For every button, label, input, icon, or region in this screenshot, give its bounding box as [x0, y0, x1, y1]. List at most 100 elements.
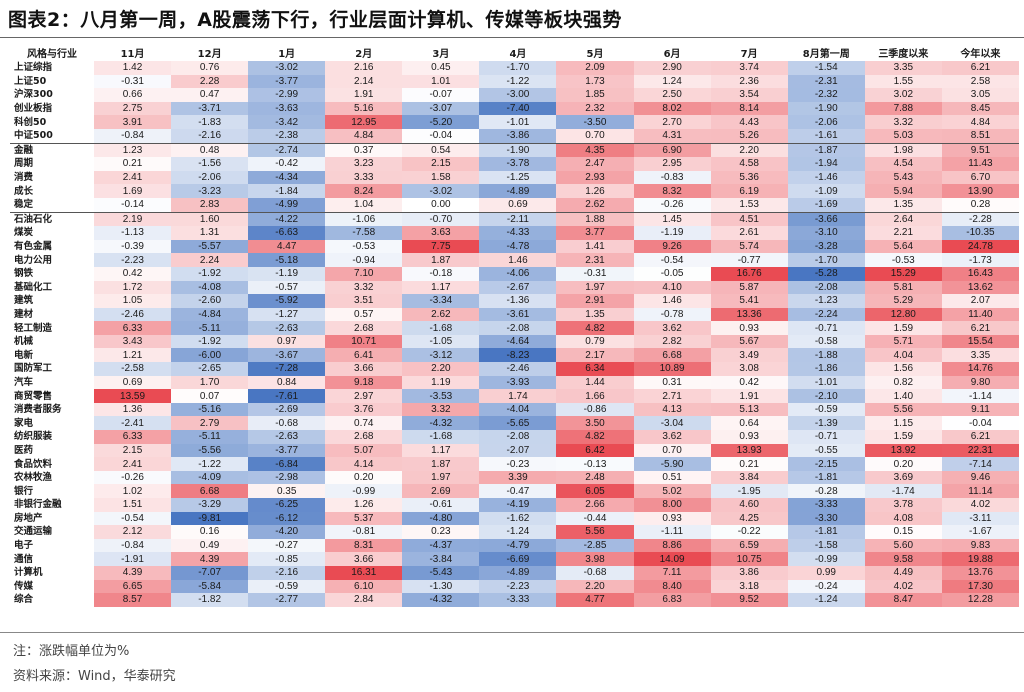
table-cell: 3.74: [710, 61, 788, 75]
table-cell: 2.62: [556, 197, 634, 213]
table-cell: -1.13: [94, 226, 172, 240]
table-cell: 5.71: [864, 334, 942, 349]
table-cell: 6.33: [94, 321, 172, 335]
table-cell: 0.21: [710, 457, 788, 471]
table-cell: 2.93: [556, 170, 634, 185]
table-cell: -3.66: [787, 212, 865, 227]
table-cell: -3.04: [633, 416, 711, 431]
table-cell: 1.88: [556, 212, 634, 227]
table-cell: -2.16: [248, 565, 326, 580]
table-cell: -6.25: [248, 498, 326, 512]
table-cell: -0.44: [556, 511, 634, 526]
table-cell: -4.80: [402, 511, 480, 526]
table-cell: 1.24: [633, 74, 711, 89]
table-row: 上证50 -0.31 2.28 -3.77 2.14 1.01 -1.22 1.73 1.24 2…: [10, 74, 1019, 89]
table-cell: 1.46: [479, 253, 557, 267]
column-header: 6月: [663, 48, 681, 60]
table-cell: -0.13: [556, 457, 634, 471]
table-cell: -0.71: [787, 321, 865, 335]
row-label: 交通运输: [10, 525, 94, 539]
table-cell: 4.51: [710, 212, 788, 227]
table-cell: 3.43: [94, 334, 172, 349]
table-cell: -0.55: [787, 443, 865, 458]
table-cell: 6.65: [94, 579, 172, 594]
table-row: 中证500 -0.84 -2.16 -2.38 4.84 -0.04 -3.86 0.70 4.…: [10, 128, 1019, 144]
table-cell: -3.63: [248, 101, 326, 116]
table-cell: 3.69: [864, 470, 942, 485]
table-cell: -3.93: [479, 375, 557, 390]
table-cell: 1.17: [402, 280, 480, 295]
table-cell: -0.99: [325, 484, 403, 498]
table-cell: 3.76: [325, 402, 403, 417]
table-cell: 1.45: [633, 212, 711, 227]
table-cell: 2.83: [171, 197, 249, 213]
table-cell: -9.81: [171, 511, 249, 526]
table-cell: 1.41: [556, 239, 634, 254]
table-cell: -1.68: [402, 321, 480, 335]
table-cell: -2.08: [787, 280, 865, 295]
table-row: 消费 2.41 -2.06 -4.34 3.33 1.58 -1.25 2.93 -0.83 5.…: [10, 170, 1019, 185]
table-cell: 1.40: [864, 389, 942, 403]
table-cell: 4.08: [864, 511, 942, 526]
table-row: 基础化工 1.72 -4.08 -0.57 3.32 1.17 -2.67 1.97 4.10 5…: [10, 280, 1019, 295]
table-row: 周期 0.21 -1.56 -0.42 3.23 2.15 -3.78 2.47 2.95 4.5…: [10, 157, 1019, 171]
table-cell: -4.34: [248, 170, 326, 185]
table-cell: 0.54: [402, 143, 480, 158]
table-cell: -1.54: [787, 61, 865, 75]
table-row: 计算机 4.39 -7.07 -2.16 16.31 -5.43 -4.89 -0.68 7.1…: [10, 565, 1019, 580]
table-cell: 1.01: [402, 74, 480, 89]
table-cell: 5.60: [864, 538, 942, 553]
table-row: 家电 -2.41 2.79 -0.68 0.74 -4.32 -5.65 3.50 -3.04 0…: [10, 416, 1019, 431]
table-cell: -2.10: [787, 389, 865, 403]
table-cell: -3.10: [787, 226, 865, 240]
table-cell: -4.32: [402, 416, 480, 431]
table-cell: 0.57: [325, 307, 403, 322]
table-cell: -7.40: [479, 101, 557, 116]
table-cell: 4.13: [633, 402, 711, 417]
table-cell: -4.89: [479, 184, 557, 198]
table-cell: -0.07: [402, 88, 480, 102]
table-cell: -6.00: [171, 348, 249, 363]
row-label: 电力公用: [10, 253, 94, 267]
table-row: 煤炭 -1.13 1.31 -6.63 -7.58 3.63 -4.33 3.77 -1.19 2…: [10, 226, 1019, 240]
table-cell: -4.37: [402, 538, 480, 553]
table-cell: 2.20: [710, 143, 788, 158]
table-cell: 2.90: [633, 61, 711, 75]
row-label: 机械: [10, 334, 94, 349]
table-cell: 1.74: [479, 389, 557, 403]
table-row: 综合 8.57 -1.82 -2.77 2.84 -4.32 -3.33 4.77 6.83 9.…: [10, 593, 1019, 607]
table-cell: 8.47: [864, 593, 942, 607]
table-row: 国防军工 -2.58 -2.65 -7.28 3.66 2.20 -2.46 6.34 10.8…: [10, 362, 1019, 376]
table-cell: 3.33: [325, 170, 403, 185]
table-cell: -2.60: [171, 294, 249, 308]
table-cell: 0.51: [633, 470, 711, 485]
table-cell: 4.31: [633, 128, 711, 144]
row-label: 周期: [10, 157, 94, 171]
table-cell: 1.31: [171, 226, 249, 240]
table-cell: 9.51: [941, 143, 1019, 158]
table-cell: 5.26: [710, 128, 788, 144]
table-cell: 10.71: [325, 334, 403, 349]
table-cell: -1.22: [171, 457, 249, 471]
table-cell: -2.69: [248, 402, 326, 417]
table-cell: 0.15: [864, 525, 942, 539]
table-cell: -2.46: [479, 362, 557, 376]
table-cell: 0.48: [171, 143, 249, 158]
table-cell: 4.02: [941, 498, 1019, 512]
row-label: 电新: [10, 348, 94, 363]
table-cell: 5.36: [710, 170, 788, 185]
table-cell: 2.41: [94, 170, 172, 185]
table-cell: -0.59: [248, 579, 326, 594]
table-cell: 10.75: [710, 552, 788, 566]
table-cell: -0.61: [402, 498, 480, 512]
row-label: 综合: [10, 593, 94, 607]
row-label: 农林牧渔: [10, 470, 94, 485]
table-cell: -6.69: [479, 552, 557, 566]
row-label: 金融: [10, 143, 94, 158]
table-cell: 1.51: [94, 498, 172, 512]
table-cell: 3.62: [633, 430, 711, 444]
table-cell: 0.66: [94, 88, 172, 102]
table-cell: -5.56: [171, 443, 249, 458]
table-cell: -2.23: [479, 579, 557, 594]
table-cell: -1.14: [941, 389, 1019, 403]
